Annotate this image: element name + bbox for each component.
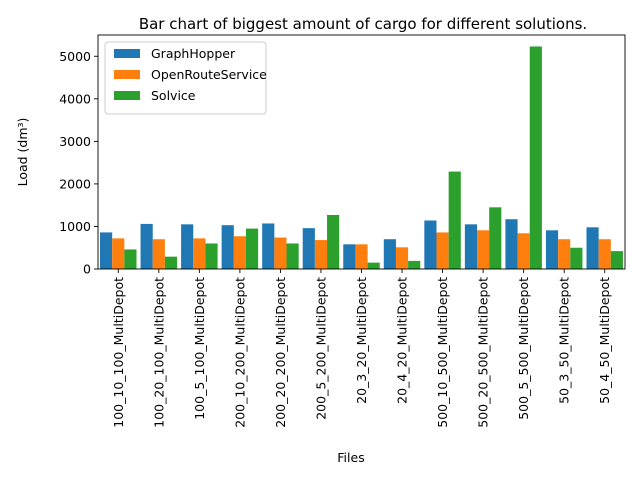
- bar-solvice-12: [610, 251, 623, 269]
- bar-openrouteservice-10: [517, 233, 530, 269]
- bar-solvice-1: [164, 256, 178, 269]
- x-tick-label: 200_5_200_MultiDepot: [313, 277, 328, 420]
- legend-label-solvice: Solvice: [151, 88, 196, 103]
- y-tick-label: 1000: [59, 219, 91, 234]
- bar-solvice-3: [245, 228, 259, 269]
- bar-graphhopper-8: [424, 220, 437, 269]
- x-tick-label: 100_20_100_MultiDepot: [151, 277, 166, 428]
- y-tick-label: 3000: [59, 134, 91, 149]
- bar-graphhopper-1: [140, 223, 153, 269]
- bar-openrouteservice-4: [274, 237, 287, 269]
- x-tick-label: 200_10_200_MultiDepot: [232, 277, 247, 428]
- bar-solvice-4: [286, 243, 299, 269]
- bar-graphhopper-10: [505, 219, 518, 269]
- x-tick-label: 100_5_100_MultiDepot: [192, 277, 207, 420]
- x-axis-label: Files: [337, 450, 364, 465]
- chart-title: Bar chart of biggest amount of cargo for…: [139, 15, 587, 33]
- bar-openrouteservice-0: [112, 238, 125, 269]
- x-tick-label: 20_3_20_MultiDepot: [354, 277, 369, 404]
- plot-frame: [97, 34, 626, 270]
- legend-label-openrouteservice: OpenRouteService: [151, 67, 267, 82]
- legend: GraphHopper OpenRouteService Solvice: [104, 41, 267, 115]
- bar-openrouteservice-6: [355, 244, 368, 269]
- bar-openrouteservice-2: [193, 238, 206, 269]
- bar-solvice-7: [408, 260, 421, 269]
- bar-solvice-11: [570, 247, 583, 269]
- y-axis: 0 1000 2000 3000 4000 5000: [59, 49, 98, 277]
- bar-openrouteservice-3: [233, 236, 246, 269]
- legend-swatch-solvice: [114, 91, 140, 100]
- y-tick-label: 0: [83, 262, 91, 277]
- bar-solvice-0: [124, 249, 137, 269]
- bar-graphhopper-4: [262, 223, 275, 269]
- x-axis: 100_10_100_MultiDepot 100_20_100_MultiDep…: [111, 269, 612, 428]
- bar-graphhopper-0: [100, 232, 113, 269]
- legend-swatch-graphhopper: [114, 49, 140, 58]
- legend-label-graphhopper: GraphHopper: [151, 46, 236, 61]
- x-tick-label: 500_5_500_MultiDepot: [516, 277, 531, 420]
- bar-openrouteservice-5: [314, 240, 328, 269]
- legend-box: [104, 41, 267, 115]
- x-tick-label: 500_10_500_MultiDepot: [435, 277, 450, 428]
- bar-graphhopper-6: [343, 244, 356, 269]
- bar-solvice-6: [367, 262, 380, 269]
- bar-solvice-2: [205, 243, 218, 269]
- bar-solvice-5: [327, 214, 340, 269]
- x-tick-label: 200_20_200_MultiDepot: [273, 277, 288, 428]
- bar-openrouteservice-11: [558, 239, 571, 269]
- bar-graphhopper-2: [181, 224, 194, 269]
- bar-openrouteservice-12: [598, 239, 611, 269]
- x-tick-label: 50_4_50_MultiDepot: [597, 277, 612, 404]
- x-tick-label: 100_10_100_MultiDepot: [111, 277, 126, 428]
- y-axis-label: Load (dm³): [15, 118, 30, 187]
- legend-swatch-openrouteservice: [114, 70, 140, 79]
- bar-graphhopper-3: [221, 225, 234, 269]
- bar-solvice-9: [489, 207, 502, 269]
- bar-openrouteservice-9: [477, 230, 490, 269]
- x-tick-label: 500_20_500_MultiDepot: [476, 277, 491, 428]
- x-tick-label: 20_4_20_MultiDepot: [395, 277, 410, 404]
- bar-graphhopper-12: [586, 227, 599, 269]
- bar-graphhopper-5: [302, 228, 315, 269]
- bar-graphhopper-7: [383, 239, 396, 269]
- bar-graphhopper-9: [464, 224, 478, 269]
- bar-solvice-8: [448, 171, 461, 269]
- bar-solvice-10: [529, 46, 542, 269]
- x-tick-label: 50_3_50_MultiDepot: [557, 277, 572, 404]
- y-tick-label: 4000: [59, 91, 91, 106]
- y-tick-label: 2000: [59, 176, 91, 191]
- y-tick-label: 5000: [59, 49, 91, 64]
- bar-graphhopper-11: [545, 230, 559, 269]
- bar-openrouteservice-1: [152, 239, 165, 269]
- bars-group: [100, 46, 623, 269]
- bar-openrouteservice-7: [395, 247, 409, 269]
- bar-openrouteservice-8: [436, 232, 449, 269]
